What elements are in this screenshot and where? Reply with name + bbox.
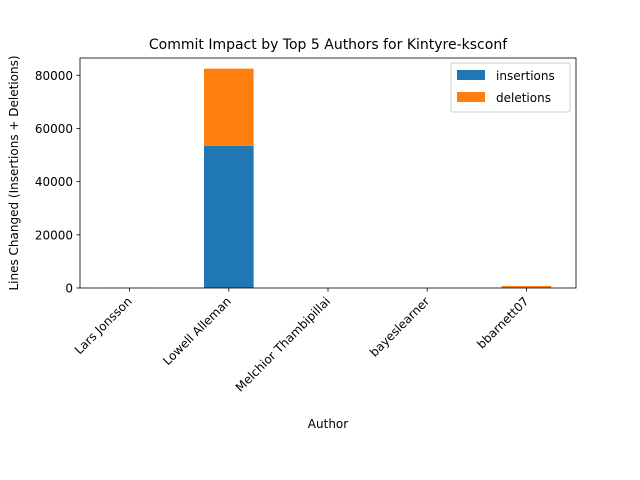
legend-label-deletions: deletions xyxy=(496,91,551,105)
y-tick-label: 40000 xyxy=(35,175,73,189)
x-tick-label: Melchior Thambipillai xyxy=(233,294,333,394)
bar-deletions xyxy=(501,286,552,288)
bars-group xyxy=(104,68,552,288)
bar-insertions xyxy=(204,145,254,288)
bar-deletions xyxy=(204,68,254,146)
x-tick-label: bbarnett07 xyxy=(474,294,531,351)
legend-swatch-deletions xyxy=(457,92,485,102)
y-tick-label: 20000 xyxy=(35,228,73,242)
y-tick-label: 80000 xyxy=(35,69,73,83)
x-tick-label: bayeslearner xyxy=(367,294,432,359)
y-tick-label: 60000 xyxy=(35,122,73,136)
x-tick-label: Lowell Alleman xyxy=(160,294,234,368)
y-axis-label: Lines Changed (Insertions + Deletions) xyxy=(7,55,21,290)
chart-title: Commit Impact by Top 5 Authors for Kinty… xyxy=(149,37,508,53)
legend: insertions deletions xyxy=(450,62,571,113)
x-tick-label: Lars Jonsson xyxy=(72,294,135,357)
plot-frame xyxy=(79,57,577,289)
y-tick-label: 0 xyxy=(65,282,73,296)
legend-label-insertions: insertions xyxy=(496,69,555,83)
y-axis-ticks: 0 20000 40000 60000 80000 xyxy=(35,69,80,296)
x-axis-label: Author xyxy=(308,417,348,431)
legend-swatch-insertions xyxy=(457,70,485,80)
